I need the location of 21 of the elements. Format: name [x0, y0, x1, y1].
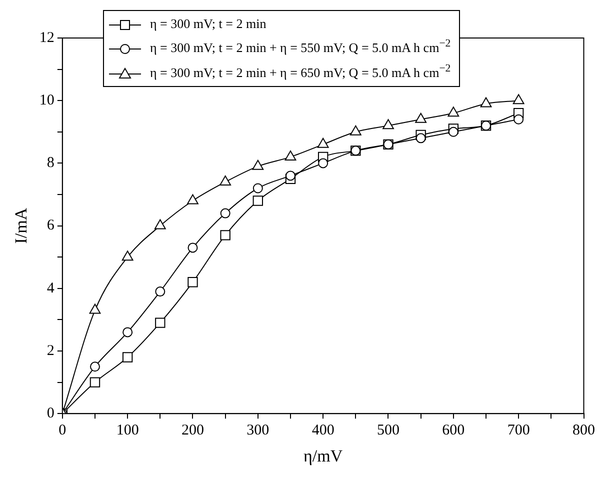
y-tick-label: 8	[46, 155, 54, 172]
x-tick-label: 0	[58, 422, 66, 439]
x-tick-label: 700	[507, 422, 530, 439]
legend-label: η = 300 mV; t = 2 min + η = 550 mV; Q = 5.0 mA h cm$^{−2}$	[150, 38, 451, 56]
y-tick-label: 12	[39, 30, 54, 46]
y-axis-title: I/mA	[12, 207, 31, 244]
x-tick-label: 400	[312, 422, 334, 439]
x-tick-label: 800	[572, 422, 595, 439]
x-tick-label: 300	[246, 422, 270, 439]
x-tick-label: 100	[116, 422, 139, 439]
y-tick-label: 6	[46, 218, 55, 234]
y-tick-label: 0	[46, 406, 54, 422]
x-tick-label: 200	[181, 422, 204, 439]
x-tick-label: 600	[442, 422, 465, 439]
x-axis-title: η/mV	[304, 446, 344, 466]
y-tick-label: 10	[39, 92, 54, 109]
x-tick-label: 500	[376, 422, 400, 439]
legend-label: η = 300 mV; t = 2 min	[150, 16, 266, 31]
y-tick-label: 2	[46, 342, 54, 359]
legend-label: η = 300 mV; t = 2 min + η = 650 mV; Q = 5.0 mA h cm$^{−2}$	[150, 62, 451, 80]
y-tick-label: 4	[46, 280, 55, 296]
